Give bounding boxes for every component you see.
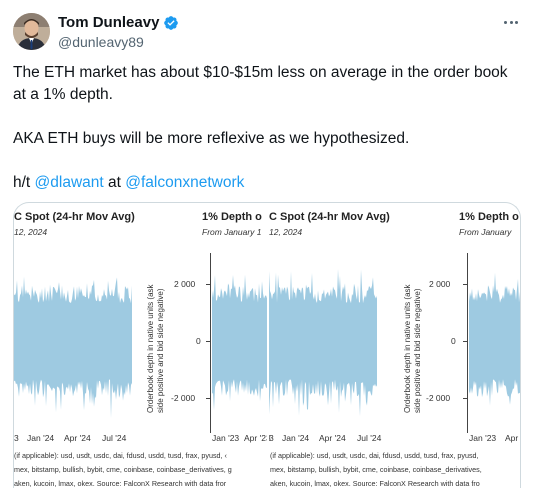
chart-panel-b: 1% Depth o From January 1 Orderbook dept… bbox=[144, 203, 271, 488]
chart-a-xtick-1: Jan '24 bbox=[27, 433, 55, 443]
footnote-a-2: mex, bitstamp, bullish, bybit, cme, coin… bbox=[14, 465, 232, 474]
chart-b-plot bbox=[212, 274, 267, 411]
author-handle[interactable]: @dunleavy89 bbox=[58, 34, 144, 50]
chart-a-xtick-2: Apr '24 bbox=[64, 433, 91, 443]
footnote-a-3: aken, kucoin, lmax, okex. Source: Falcon… bbox=[14, 479, 227, 488]
chart-d-subtitle: From January bbox=[459, 227, 512, 237]
chart-d-ylabel-1: Orderbook depth in native units (ask bbox=[403, 284, 412, 413]
chart-b-ylabel-1: Orderbook depth in native units (ask bbox=[146, 284, 155, 413]
chart-a-band bbox=[14, 276, 132, 419]
chart-d-xtick-0: Jan '23 bbox=[469, 433, 497, 443]
chart-d-band bbox=[469, 272, 520, 406]
mention-dlawant[interactable]: @dlawant bbox=[34, 174, 104, 191]
chart-a-xtick-0: 3 bbox=[14, 433, 19, 443]
chart-panel-a: C Spot (24-hr Mov Avg) 12, 2024 3 Jan '2… bbox=[14, 203, 214, 488]
chart-b-title: 1% Depth o bbox=[202, 211, 262, 223]
footnote-a-1: (if applicable): usd, usdt, usdc, dai, f… bbox=[14, 451, 227, 460]
chart-b-ytick-0: 2 000 bbox=[174, 279, 196, 289]
chart-a-title: C Spot (24-hr Mov Avg) bbox=[14, 211, 135, 223]
tweet-media-image[interactable]: C Spot (24-hr Mov Avg) 12, 2024 3 Jan '2… bbox=[13, 202, 521, 488]
chart-d-ytick-2: -2 000 bbox=[426, 393, 451, 403]
avatar[interactable] bbox=[13, 13, 50, 50]
ht-prefix: h/t bbox=[13, 174, 35, 191]
at-word: at bbox=[103, 174, 126, 191]
chart-b-ylabel-2: side positive and bid side negative) bbox=[156, 288, 165, 413]
footnote-d-1: (if applicable): usd, usdt, usdc, dai, f… bbox=[270, 451, 479, 460]
tweet-line-1: The ETH market has about $10-$15m less o… bbox=[13, 64, 508, 103]
chart-b-xtick-0: Jan '23 bbox=[212, 433, 240, 443]
chart-d-ylabel-2: side positive and bid side negative) bbox=[413, 288, 422, 413]
chart-a-xtick-3: Jul '24 bbox=[102, 433, 127, 443]
author-display-name[interactable]: Tom Dunleavy bbox=[58, 14, 160, 31]
chart-c-title: C Spot (24-hr Mov Avg) bbox=[269, 211, 390, 223]
chart-a-subtitle: 12, 2024 bbox=[14, 227, 48, 237]
verified-badge-icon bbox=[164, 15, 179, 30]
chart-c-subtitle: 12, 2024 bbox=[269, 227, 303, 237]
tweet-line-3: h/t @dlawant at @falconxnetwork bbox=[13, 172, 523, 194]
chart-d-ytick-0: 2 000 bbox=[429, 279, 451, 289]
chart-c-xtick-3: Jul '24 bbox=[357, 433, 382, 443]
footnote-d-3: aken, kucoin, lmax, okex. Source: Falcon… bbox=[270, 479, 480, 488]
tweet-text: The ETH market has about $10-$15m less o… bbox=[13, 62, 523, 194]
footnote-d-2: mex, bitstamp, bullish, bybit, cme, coin… bbox=[270, 465, 482, 474]
tweet-line-2: AKA ETH buys will be more reflexive as w… bbox=[13, 130, 410, 147]
chart-c-xtick-1: Jan '24 bbox=[282, 433, 310, 443]
chart-b-band bbox=[212, 274, 267, 411]
author-block: Tom Dunleavy @dunleavy89 bbox=[58, 13, 179, 50]
chart-c-xtick-0: 3 bbox=[269, 433, 274, 443]
chart-d-ytick-1: 0 bbox=[451, 336, 456, 346]
chart-d-title: 1% Depth o bbox=[459, 211, 519, 223]
chart-d-plot bbox=[469, 272, 520, 406]
chart-d-xtick-1: Apr '2 bbox=[505, 433, 520, 443]
chart-b-ytick-2: -2 000 bbox=[171, 393, 196, 403]
more-options-icon[interactable] bbox=[501, 12, 521, 32]
chart-c-xtick-2: Apr '24 bbox=[319, 433, 346, 443]
chart-panel-c: C Spot (24-hr Mov Avg) 12, 2024 3 Jan '2… bbox=[269, 203, 409, 488]
chart-c-plot bbox=[269, 269, 377, 417]
chart-a-plot bbox=[14, 276, 132, 419]
chart-panel-d: 1% Depth o From January Orderbook depth … bbox=[397, 203, 520, 488]
chart-b-subtitle: From January 1 bbox=[202, 227, 262, 237]
chart-c-band bbox=[269, 269, 377, 417]
mention-falconxnetwork[interactable]: @falconxnetwork bbox=[125, 174, 245, 191]
chart-b-ytick-1: 0 bbox=[196, 336, 201, 346]
avatar-photo-icon bbox=[13, 13, 50, 50]
chart-b-xtick-1: Apr '23 bbox=[244, 433, 271, 443]
